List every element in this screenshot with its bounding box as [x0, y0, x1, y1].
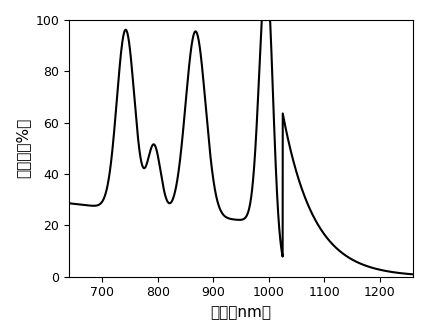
X-axis label: 波长（nm）: 波长（nm） [211, 305, 272, 320]
Y-axis label: 吸收率（%）: 吸收率（%） [15, 118, 30, 179]
